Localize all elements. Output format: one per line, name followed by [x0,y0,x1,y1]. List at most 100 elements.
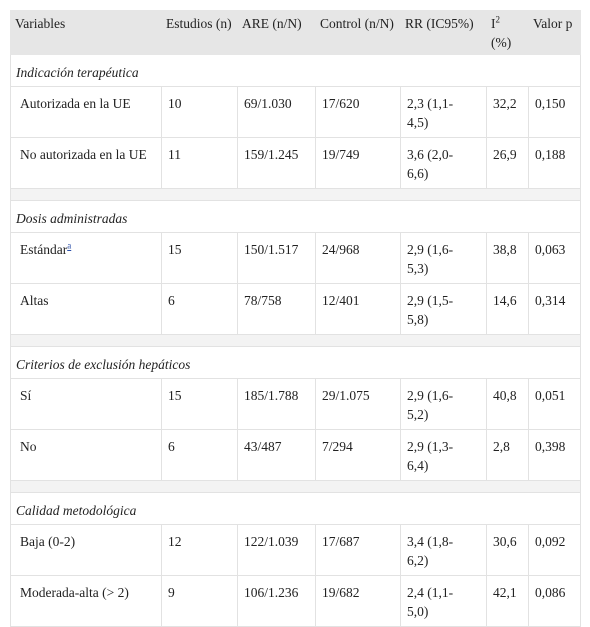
table-cell: 6 [161,283,238,335]
table-cell: 32,2 [486,86,529,138]
spacer-cell [10,480,581,493]
section-title: Criterios de exclusión hepáticos [10,346,581,379]
table-cell: No [10,429,162,481]
cell-text: 15 [168,242,182,257]
cell-text: 29/1.075 [322,388,370,403]
data-row: No 6 43/487 7/294 2,9 (1,3-6,4) 2,8 0,398 [10,429,581,481]
table-cell: 38,8 [486,232,529,284]
cell-text: 12/401 [322,293,360,308]
table-cell: 24/968 [315,232,401,284]
cell-text: 17/620 [322,96,360,111]
cell-text: 0,086 [535,585,566,600]
table-cell: No autorizada en la UE [10,137,162,189]
table-body: Indicación terapéutica Autorizada en la U… [10,54,581,627]
data-row: No autorizada en la UE 11 159/1.245 19/749 3… [10,137,581,189]
column-header: ARE (n/N) [237,10,316,55]
spacer-cell [10,334,581,347]
table-cell: 0,086 [528,575,581,627]
table-cell: 26,9 [486,137,529,189]
table-cell: 0,051 [528,378,581,430]
cell-text: 0,051 [535,388,566,403]
table-cell: Altas [10,283,162,335]
cell-text: 78/758 [244,293,282,308]
cell-text: 6 [168,439,175,454]
cell-text: 2,9 (1,5-5,8) [407,293,454,327]
table-cell: 78/758 [237,283,316,335]
cell-text: Baja (0-2) [20,534,76,549]
table-cell: 159/1.245 [237,137,316,189]
table-cell: 185/1.788 [237,378,316,430]
cell-text: Autorizada en la UE [20,96,131,111]
table-cell: 0,188 [528,137,581,189]
cell-text: 6 [168,293,175,308]
table-cell: 2,9 (1,3-6,4) [400,429,487,481]
table-cell: 106/1.236 [237,575,316,627]
cell-text: 2,3 (1,1-4,5) [407,96,454,130]
table-cell: 6 [161,429,238,481]
cell-text: 106/1.236 [244,585,299,600]
cell-text: 19/749 [322,147,360,162]
cell-text: 43/487 [244,439,282,454]
table-cell: 122/1.039 [237,524,316,576]
table-cell: 69/1.030 [237,86,316,138]
table-cell: 12/401 [315,283,401,335]
cell-text: No [20,439,37,454]
table-cell: Moderada-alta (> 2) [10,575,162,627]
data-row: Autorizada en la UE 10 69/1.030 17/620 2,3 (… [10,86,581,138]
cell-text: 69/1.030 [244,96,292,111]
cell-text: 3,4 (1,8-6,2) [407,534,454,568]
column-header: RR (IC95%) [400,10,487,55]
header-row: Variables Estudios (n) ARE (n/N) Control (n… [10,10,581,55]
data-row: Baja (0-2) 12 122/1.039 17/687 3,4 (1,8-6,2)… [10,524,581,576]
section-row: Dosis administradas [10,200,581,233]
table-cell: 17/687 [315,524,401,576]
cell-text: Altas [20,293,49,308]
cell-text: 14,6 [493,293,517,308]
cell-text: 12 [168,534,182,549]
footnote-link[interactable]: a [67,240,72,251]
table-cell: 0,314 [528,283,581,335]
cell-text: 0,398 [535,439,566,454]
cell-text: 0,092 [535,534,566,549]
column-header: Control (n/N) [315,10,401,55]
cell-text: 26,9 [493,147,517,162]
results-table: Variables Estudios (n) ARE (n/N) Control (n… [10,10,581,627]
cell-text: 9 [168,585,175,600]
table-cell: 12 [161,524,238,576]
cell-text: 19/682 [322,585,360,600]
table-cell: 150/1.517 [237,232,316,284]
header-text: I [491,16,496,31]
table-cell: 14,6 [486,283,529,335]
table-cell: 2,8 [486,429,529,481]
section-title: Dosis administradas [10,200,581,233]
cell-text: 0,314 [535,293,566,308]
data-row: Sí 15 185/1.788 29/1.075 2,9 (1,6-5,2) 40,8 0,… [10,378,581,430]
column-header: Variables [10,10,162,55]
cell-text: 38,8 [493,242,517,257]
cell-text: 11 [168,147,181,162]
table-cell: 2,3 (1,1-4,5) [400,86,487,138]
section-row: Criterios de exclusión hepáticos [10,346,581,379]
table-cell: 7/294 [315,429,401,481]
section-title: Calidad metodológica [10,492,581,525]
cell-text: 122/1.039 [244,534,299,549]
cell-text: 0,150 [535,96,566,111]
header-superscript: 2 [495,14,501,25]
cell-text: 185/1.788 [244,388,299,403]
cell-text: 150/1.517 [244,242,299,257]
cell-text: No autorizada en la UE [20,147,147,162]
table-cell: 43/487 [237,429,316,481]
cell-text: 10 [168,96,182,111]
table-cell: 2,9 (1,5-5,8) [400,283,487,335]
table-cell: 0,063 [528,232,581,284]
cell-text: 30,6 [493,534,517,549]
table-cell: 2,4 (1,1-5,0) [400,575,487,627]
cell-text: 0,188 [535,147,566,162]
table-cell: 29/1.075 [315,378,401,430]
cell-text: 32,2 [493,96,517,111]
cell-text: 2,8 [493,439,510,454]
cell-text: 0,063 [535,242,566,257]
table-cell: 15 [161,232,238,284]
cell-text: 17/687 [322,534,360,549]
